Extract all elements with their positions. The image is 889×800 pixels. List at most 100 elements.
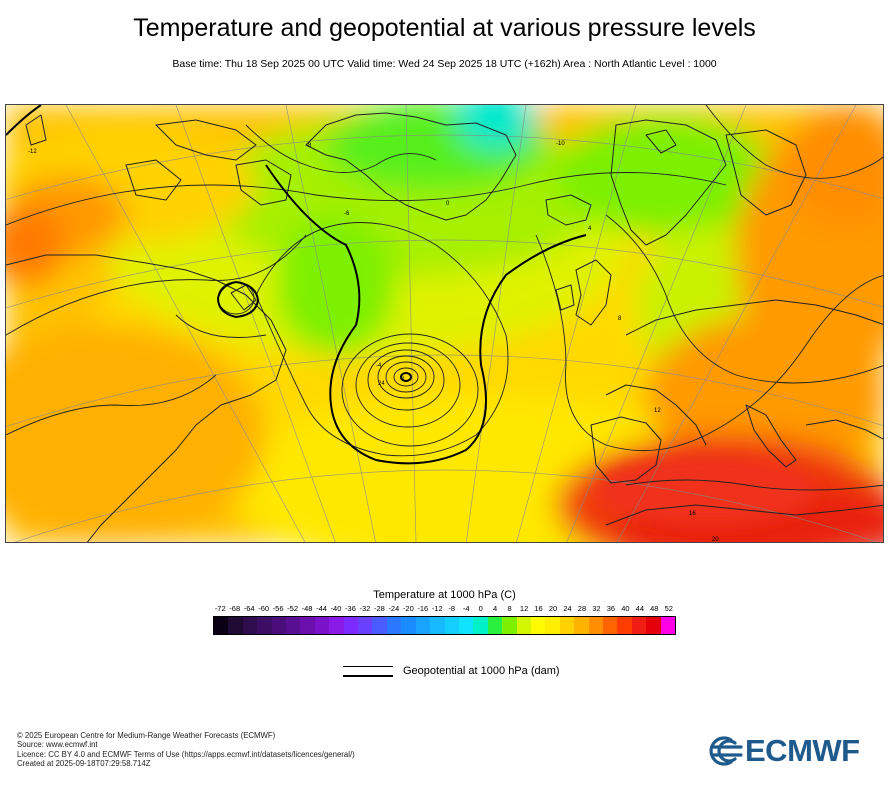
colorbar-tick-label: -16	[417, 604, 429, 613]
colorbar-swatch	[602, 617, 618, 634]
contour-label: -8	[306, 143, 312, 149]
colorbar-swatch	[329, 617, 344, 634]
colorbar-swatch	[588, 617, 603, 634]
colorbar-swatch	[574, 617, 589, 634]
footer-created: Created at 2025-09-18T07:29:58.714Z	[17, 759, 151, 769]
colorbar-tick-label: -4	[462, 604, 470, 613]
contour-label: 1	[402, 377, 406, 383]
colorbar-tick-label: 20	[548, 604, 558, 613]
colorbar-swatch	[617, 617, 632, 634]
colorbar-tick-label: 52	[664, 604, 673, 613]
colorbar-swatch	[314, 617, 330, 634]
colorbar-tick-label: -12	[431, 604, 443, 613]
colorbar-swatch	[343, 617, 359, 634]
colorbar-tick-label: -24	[388, 604, 400, 613]
page-title: Temperature and geopotential at various …	[133, 14, 756, 42]
colorbar-tick-label: -44	[316, 604, 327, 613]
colorbar-tick-label: 44	[635, 604, 644, 613]
colorbar-swatch	[242, 617, 258, 634]
colorbar-swatch	[271, 617, 287, 634]
colorbar-tick-label: 28	[577, 604, 587, 613]
ecmwf-logo[interactable]: ECMWF	[705, 733, 875, 769]
colorbar-swatch	[214, 617, 229, 634]
colorbar-swatch	[631, 617, 647, 634]
contour-label: -4	[376, 363, 382, 369]
colorbar-ticks: -72 -68 -64 -60 -56 -52 -48 -44 -40 -36 -32 -28 -24-…	[213, 604, 676, 616]
colorbar-tick-label: -36	[345, 604, 356, 613]
coastlines	[6, 112, 883, 542]
colorbar	[213, 616, 676, 635]
contour-label: -12	[28, 149, 37, 155]
contour-label: 8	[618, 316, 622, 322]
contour-label: 24	[378, 381, 385, 387]
colorbar-swatch	[458, 617, 474, 634]
colorbar-tick-label: -48	[301, 604, 313, 613]
legend-line-thin	[343, 666, 393, 667]
colorbar-tick-label: -40	[330, 604, 342, 613]
colorbar-tick-label: 32	[592, 604, 601, 613]
colorbar-swatch	[430, 617, 445, 634]
geopotential-contours	[6, 105, 883, 491]
colorbar-tick-label: 16	[534, 604, 543, 613]
contour-labels: 1 0 -4 -6 -8 -10 -12 4 8 12 16 20 24	[28, 141, 719, 543]
temperature-map[interactable]: 1 0 -4 -6 -8 -10 -12 4 8 12 16 20 24	[5, 104, 884, 543]
legend-line-bold	[343, 675, 393, 677]
colorbar-tick-label: 48	[650, 604, 659, 613]
colorbar-tick-label: 40	[621, 604, 630, 613]
colorbar-tick-label: -52	[287, 604, 298, 613]
contour-label: 20	[712, 537, 719, 543]
footer-copyright: © 2025 European Centre for Medium-Range …	[17, 731, 276, 740]
colorbar-swatch	[660, 617, 675, 634]
colorbar-tick-label: -68	[229, 604, 241, 613]
colorbar-swatch	[473, 617, 488, 634]
colorbar-swatch	[286, 617, 301, 634]
contour-label: 0	[446, 201, 450, 207]
footer-licence[interactable]: Licence: CC BY 4.0 and ECMWF Terms of Us…	[17, 749, 355, 759]
ecmwf-logo-icon	[709, 736, 743, 766]
colorbar-tick-label: 36	[606, 604, 616, 613]
colorbar-swatch	[358, 617, 373, 634]
colorbar-tick-label: 12	[519, 604, 529, 613]
colorbar-swatch	[444, 617, 459, 634]
geopotential-legend: Geopotential at 1000 hPa (dam)	[343, 664, 603, 684]
colorbar-tick-label: 0	[478, 604, 483, 613]
colorbar-tick-label: -60	[258, 604, 270, 613]
colorbar-tick-label: -56	[272, 604, 284, 613]
contour-label: 16	[689, 511, 696, 517]
footer: © 2025 European Centre for Medium-Range …	[17, 731, 355, 769]
colorbar-swatch	[401, 617, 416, 634]
colorbar-swatch	[502, 617, 517, 634]
colorbar-swatch	[386, 617, 402, 634]
geopotential-contours-bold	[6, 105, 587, 465]
colorbar-swatch	[228, 617, 243, 634]
colorbar-swatch	[516, 617, 531, 634]
colorbar-swatch	[300, 617, 315, 634]
colorbar-tick-label: 4	[493, 604, 498, 613]
colorbar-swatch	[487, 617, 503, 634]
page-subtitle: Base time: Thu 18 Sep 2025 00 UTC Valid …	[172, 58, 717, 70]
colorbar-tick-label: -8	[448, 604, 456, 613]
ecmwf-logo-text: ECMWF	[745, 733, 860, 768]
footer-source[interactable]: Source: www.ecmwf.int	[17, 740, 98, 750]
colorbar-swatch	[530, 617, 546, 634]
colorbar-swatch	[415, 617, 431, 634]
colorbar-swatch	[545, 617, 560, 634]
colorbar-tick-label: -20	[402, 604, 414, 613]
colorbar-tick-label: 24	[563, 604, 572, 613]
colorbar-swatch	[257, 617, 272, 634]
contour-label: 4	[588, 226, 592, 232]
legend-label: Geopotential at 1000 hPa (dam)	[403, 665, 560, 677]
colorbar-swatch	[559, 617, 575, 634]
colorbar-tick-label: -28	[373, 604, 385, 613]
colorbar-title: Temperature at 1000 hPa (C)	[373, 589, 516, 601]
colorbar-tick-label: 8	[507, 604, 512, 613]
graticule	[6, 105, 883, 542]
colorbar-swatch	[646, 617, 661, 634]
colorbar-tick-label: -64	[243, 604, 255, 613]
colorbar-tick-label: -72	[214, 604, 226, 613]
contour-label: 12	[654, 408, 661, 414]
colorbar-swatch	[372, 617, 387, 634]
contour-label: -10	[556, 141, 565, 147]
contour-label: -6	[344, 211, 350, 217]
colorbar-tick-label: -32	[359, 604, 371, 613]
